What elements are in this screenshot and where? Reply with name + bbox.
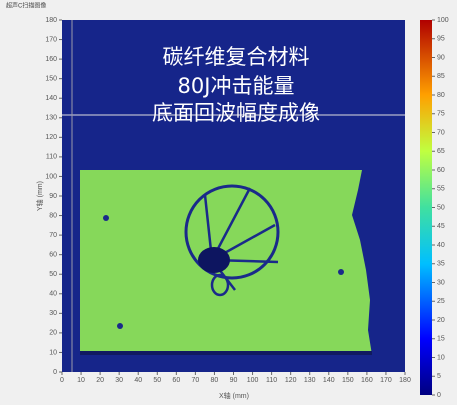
overlay-title: 80J冲击能量 [178,74,295,98]
defect-dot [103,215,109,221]
x-axis-label: X轴 (mm) [219,391,249,400]
x-tick-label: 150 [342,377,354,384]
y-tick-label: 40 [49,291,57,298]
x-tick-label: 10 [77,377,85,384]
colorbar-tick-label: 100 [437,17,449,24]
y-tick-label: 0 [53,369,57,376]
colorbar-tick-label: 40 [437,242,445,249]
x-tick-label: 110 [266,377,277,384]
damage-lobe [210,273,230,297]
colorbar-tick-label: 50 [437,204,445,211]
y-tick-label: 50 [49,271,57,278]
y-tick-label: 180 [45,17,57,24]
y-tick-label: 20 [49,330,57,337]
colorbar-tick-label: 70 [437,129,445,136]
x-tick-label: 170 [380,377,392,384]
x-tick-label: 40 [134,377,142,384]
x-tick-label: 160 [361,377,373,384]
x-tick-label: 60 [172,377,180,384]
x-tick-label: 50 [153,377,161,384]
damage-ring [184,184,280,280]
x-tick-label: 0 [60,377,64,384]
x-tick-label: 140 [323,377,335,384]
y-tick-label: 90 [49,193,57,200]
x-tick-label: 70 [191,377,199,384]
y-tick-label: 170 [45,36,57,43]
colorbar-tick-label: 15 [437,336,445,343]
colorbar-tick-label: 35 [437,261,445,268]
colorbar-tick-label: 85 [437,73,445,80]
window-title: 超声C扫描图像 [6,2,46,10]
colorbar-tick-label: 60 [437,167,445,174]
colorbar-tick-label: 10 [437,354,445,361]
colorbar-tick-label: 90 [437,54,445,61]
colorbar-tick-label: 45 [437,223,445,230]
colorbar [420,20,432,395]
y-tick-label: 160 [45,56,57,63]
colorbar-tick-label: 20 [437,317,445,324]
y-tick-label: 80 [49,212,57,219]
x-tick-label: 100 [247,377,259,384]
colorbar-tick-label: 75 [437,111,445,118]
defect-dot [338,269,344,275]
overlay-title: 底面回波幅度成像 [152,101,320,125]
colorbar-tick-label: 30 [437,279,445,286]
overlay-title: 碳纤维复合材料 [163,45,310,69]
y-tick-label: 30 [49,310,57,317]
colorbar-tick-label: 80 [437,92,445,99]
x-tick-label: 130 [304,377,316,384]
x-tick-label: 90 [230,377,238,384]
y-tick-label: 10 [49,349,57,356]
y-tick-label: 140 [45,95,57,102]
y-tick-label: 150 [45,76,57,83]
colorbar-tick-label: 0 [437,392,441,399]
damage-cracks [203,187,279,291]
c-scan-image [62,20,405,372]
y-tick-label: 60 [49,252,57,259]
x-tick-label: 80 [211,377,219,384]
impact-core [198,247,230,273]
colorbar-tick-label: 25 [437,298,445,305]
y-axis-label: Y轴 (mm) [35,181,44,211]
y-tick-label: 110 [46,154,57,161]
x-tick-label: 180 [399,377,411,384]
colorbar-tick-label: 65 [437,148,445,155]
y-tick-label: 100 [45,173,57,180]
y-tick-label: 130 [45,115,57,122]
defect-dot [117,323,123,329]
x-tick-label: 120 [285,377,297,384]
edge-line [80,351,372,355]
colorbar-tick-label: 5 [437,373,441,380]
x-tick-label: 30 [115,377,123,384]
x-tick-label: 20 [96,377,104,384]
colorbar-tick-label: 55 [437,186,445,193]
y-tick-label: 120 [45,134,57,141]
colorbar-tick-label: 95 [437,36,445,43]
y-tick-label: 70 [49,232,57,239]
